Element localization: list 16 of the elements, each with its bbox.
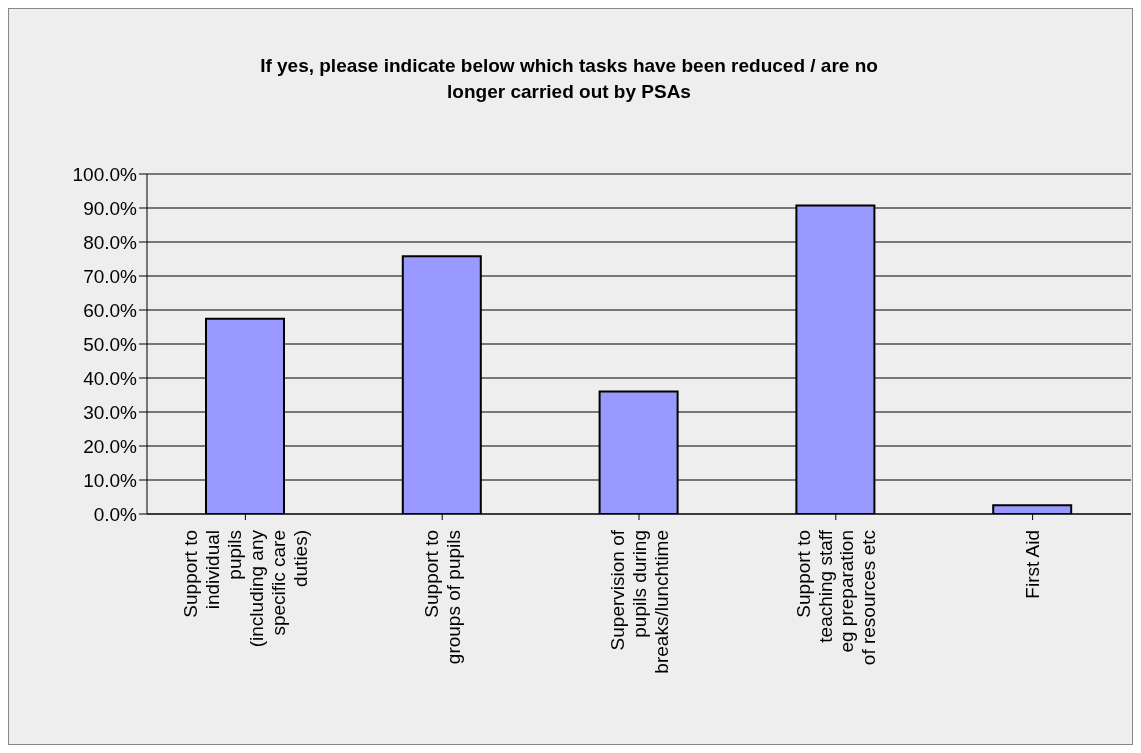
y-tick-label: 40.0% xyxy=(83,367,138,389)
y-tick-label: 10.0% xyxy=(83,469,138,491)
y-tick-label: 30.0% xyxy=(83,401,138,423)
x-tick-label: Support to teaching staff eg preparation of resources etc xyxy=(792,529,880,666)
y-tick-label: 60.0% xyxy=(83,299,138,321)
y-tick-label: 50.0% xyxy=(83,333,138,355)
x-tick-label: First Aid xyxy=(1022,530,1044,599)
y-tick-label: 90.0% xyxy=(83,197,138,219)
y-tick-label: 20.0% xyxy=(83,435,138,457)
x-tick-label: Support to individual pupils (including any specific care duties) xyxy=(180,529,311,648)
chart-title: If yes, please indicate below which tasks have been reduced / are no longer carried out by PSAs xyxy=(259,54,879,104)
x-tick-label: Supervision of pupils during breaks/lunchtime xyxy=(606,529,672,674)
y-tick-label: 100.0% xyxy=(72,163,138,185)
y-tick-label: 80.0% xyxy=(83,231,138,253)
y-tick-label: 70.0% xyxy=(83,265,138,287)
y-tick-label: 0.0% xyxy=(93,503,138,525)
